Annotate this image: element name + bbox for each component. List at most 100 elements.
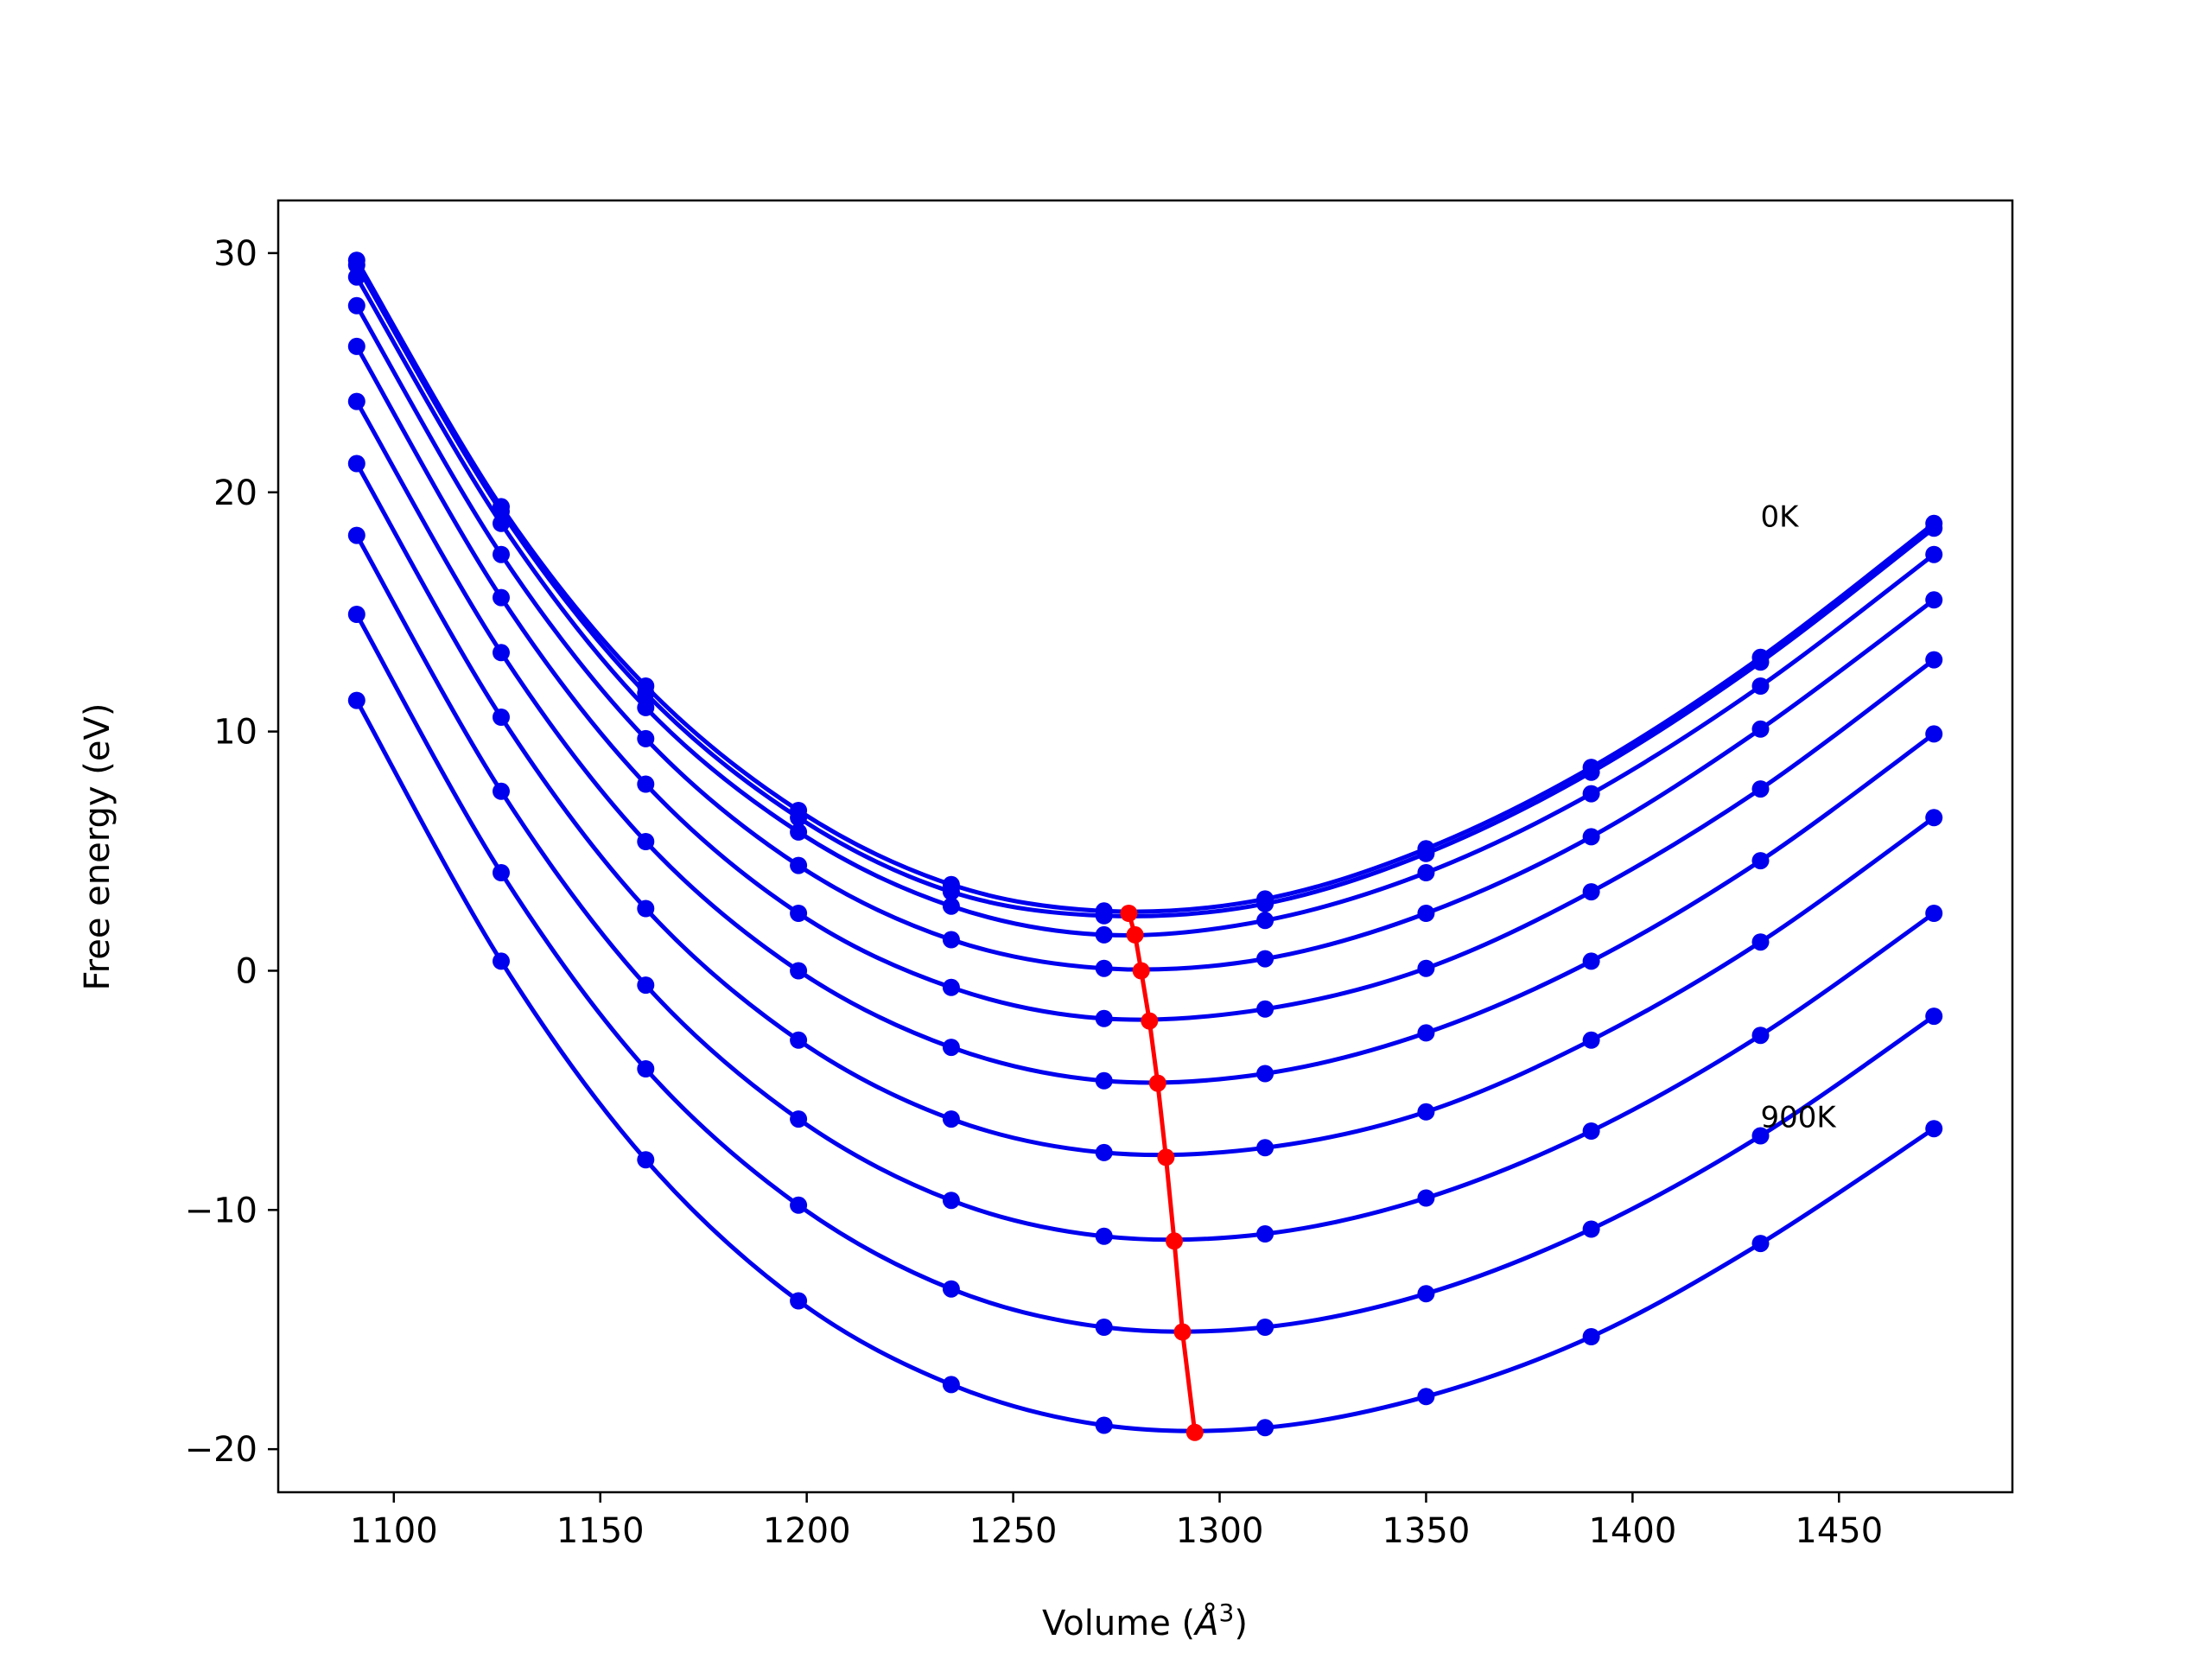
series-1-point-3: [790, 809, 808, 827]
series-1-point-1: [493, 502, 510, 520]
series-3-point-4: [942, 931, 960, 949]
series-8-point-8: [1582, 1220, 1600, 1238]
series-7-point-3: [790, 1110, 808, 1128]
series-8-point-7: [1417, 1285, 1435, 1303]
series-7-point-4: [942, 1192, 960, 1210]
x-axis-ticks: 1100 1150 1200 1250 1300 1350 1400 1450: [350, 1492, 1883, 1551]
series-9-point-7: [1417, 1388, 1435, 1406]
series-7-point-5: [1095, 1227, 1113, 1245]
minimum-point-1: [1126, 925, 1144, 944]
series-4-point-3: [790, 905, 808, 922]
series-line-8: [354, 613, 1936, 1334]
series-2-point-2: [637, 698, 655, 716]
series-7-point-1: [493, 782, 510, 800]
series-8-point-4: [942, 1280, 960, 1298]
series-7-point-0: [347, 526, 365, 544]
series-9-point-0: [347, 691, 365, 709]
minimum-point-6: [1166, 1232, 1183, 1250]
x-tick-label: 1350: [1382, 1511, 1471, 1551]
x-tick-label: 1300: [1176, 1511, 1264, 1551]
annotation-1: 900K: [1761, 1100, 1838, 1135]
series-6-point-8: [1582, 1031, 1600, 1049]
annotations: 0K 900K: [1761, 499, 1838, 1135]
minimum-point-3: [1141, 1012, 1159, 1030]
series-9-point-2: [637, 1151, 655, 1169]
series-4-point-2: [637, 775, 655, 793]
series-6-point-9: [1751, 933, 1770, 951]
series-points: [347, 251, 1943, 1437]
series-2-point-8: [1582, 785, 1600, 803]
y-tick-label: 10: [213, 713, 257, 753]
series-8-point-9: [1751, 1127, 1770, 1145]
series-3-point-6: [1256, 950, 1274, 968]
series-9-point-4: [942, 1376, 960, 1394]
series-3-point-3: [790, 856, 808, 874]
series-7-point-6: [1256, 1225, 1274, 1243]
series-2-point-6: [1256, 912, 1274, 930]
series-3-point-0: [347, 296, 365, 315]
series-9-point-10: [1925, 1120, 1943, 1138]
series-1-point-2: [637, 684, 655, 702]
series-3-point-7: [1417, 905, 1435, 922]
x-tick-label: 1400: [1588, 1511, 1676, 1551]
series-6-point-3: [790, 1031, 808, 1049]
series-6-point-6: [1256, 1139, 1274, 1157]
series-5-point-6: [1256, 1065, 1274, 1083]
series-4-point-9: [1751, 780, 1770, 798]
series-7-point-9: [1751, 1027, 1770, 1045]
series-7-point-8: [1582, 1122, 1600, 1140]
series-2-point-0: [347, 268, 365, 286]
minimum-point-5: [1157, 1148, 1175, 1166]
series-line-9: [354, 699, 1936, 1433]
series-8-point-1: [493, 864, 510, 881]
series-9-point-9: [1751, 1235, 1770, 1253]
series-2-point-5: [1095, 925, 1113, 944]
series-8-point-0: [347, 606, 365, 623]
x-tick-label: 1100: [350, 1511, 438, 1551]
series-8-point-10: [1925, 1007, 1943, 1026]
series-6-point-7: [1417, 1103, 1435, 1121]
series-line-1: [354, 264, 1936, 918]
minimum-point-0: [1120, 905, 1138, 922]
series-1-point-8: [1582, 763, 1600, 781]
series-3-point-9: [1751, 720, 1770, 738]
series-4-point-6: [1256, 1000, 1274, 1018]
series-5-point-2: [637, 833, 655, 850]
series-9-point-6: [1256, 1419, 1274, 1437]
x-axis-label: Volume (Å3): [1042, 1599, 1248, 1643]
series-4-point-1: [493, 588, 510, 607]
series-3-point-1: [493, 545, 510, 563]
series-5-point-0: [347, 392, 365, 410]
series-9-point-8: [1582, 1328, 1600, 1345]
series-8-point-3: [790, 1196, 808, 1214]
series-6-point-0: [347, 454, 365, 473]
series-line-0: [354, 258, 1936, 914]
series-curves: [354, 258, 1936, 1433]
series-3-point-10: [1925, 591, 1943, 609]
series-2-point-9: [1751, 677, 1770, 695]
series-5-point-9: [1751, 852, 1770, 870]
series-line-6: [354, 462, 1936, 1158]
series-4-point-7: [1417, 959, 1435, 977]
plot-frame: [276, 199, 2014, 1494]
y-tick-label: 20: [213, 474, 257, 513]
series-7-point-7: [1417, 1189, 1435, 1207]
series-1-point-5: [1095, 906, 1113, 925]
series-6-point-2: [637, 899, 655, 918]
series-4-point-0: [347, 337, 365, 355]
minimum-point-2: [1132, 962, 1150, 980]
series-2-point-1: [493, 514, 510, 532]
series-6-point-5: [1095, 1143, 1113, 1161]
y-axis-label: Free energy (eV): [78, 703, 118, 991]
minimum-point-4: [1148, 1074, 1166, 1092]
series-4-point-8: [1582, 883, 1600, 901]
series-8-point-6: [1256, 1319, 1274, 1336]
series-5-point-1: [493, 644, 510, 662]
minimum-point-8: [1185, 1423, 1204, 1441]
minimum-point-7: [1173, 1323, 1192, 1341]
series-1-point-7: [1417, 844, 1435, 862]
series-5-point-10: [1925, 725, 1943, 743]
series-4-point-4: [942, 978, 960, 996]
